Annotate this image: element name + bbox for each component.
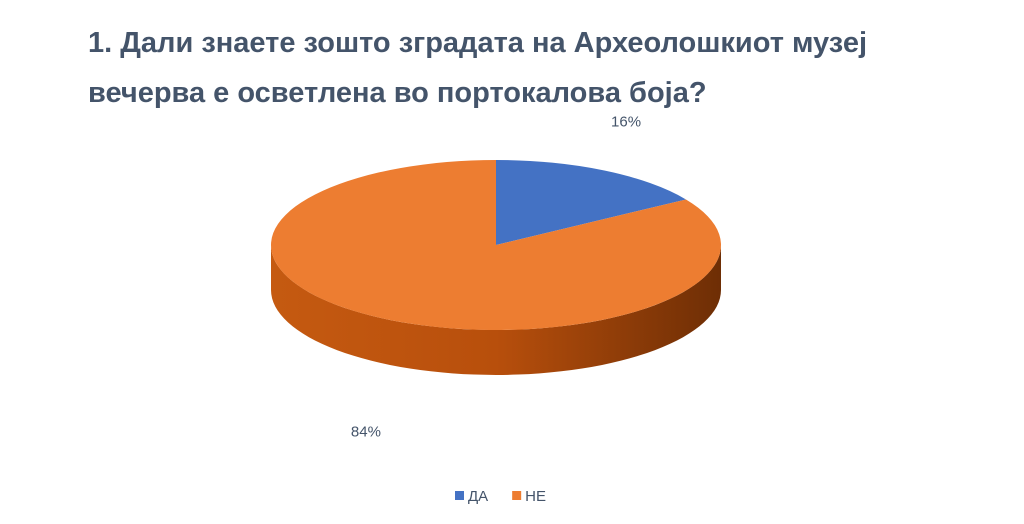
pie-slice xyxy=(270,160,721,330)
data-label: 16% xyxy=(611,113,641,130)
pie-side xyxy=(271,245,721,375)
chart-title: 1. Дали знаете зошто зградата на Археоло… xyxy=(88,27,868,109)
legend-label: НЕ xyxy=(525,488,546,505)
legend-label: ДА xyxy=(468,488,488,505)
legend-swatch xyxy=(455,491,464,500)
data-label: 84% xyxy=(351,424,381,441)
pie-slice xyxy=(496,160,686,245)
legend-swatch xyxy=(512,491,522,500)
